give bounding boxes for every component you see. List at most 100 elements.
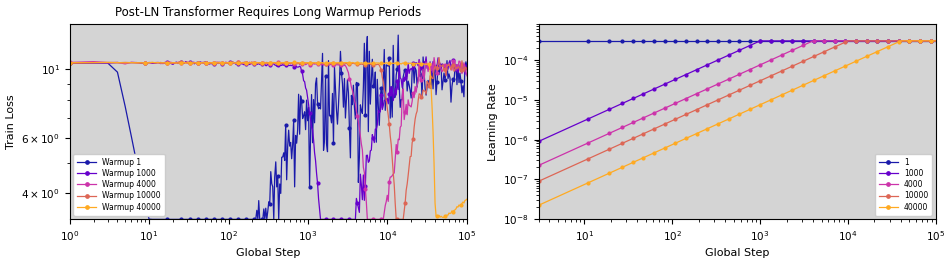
Warmup 1: [64, 61, 75, 64]
Warmup 4000: [377, 218, 388, 221]
10000: [843, 39, 854, 43]
10000: [712, 98, 724, 101]
Warmup 1000: [288, 65, 300, 68]
10000: [603, 148, 614, 151]
Warmup 4000: [461, 74, 473, 77]
Line: 1000: 1000: [537, 40, 938, 143]
10000: [764, 75, 775, 78]
Warmup 10000: [376, 69, 387, 72]
Warmup 4000: [232, 61, 243, 64]
40000: [930, 39, 941, 43]
Warmup 1000: [64, 62, 75, 65]
4000: [881, 39, 892, 43]
1000: [930, 39, 941, 43]
Warmup 1: [393, 34, 404, 37]
10000: [611, 144, 622, 148]
Warmup 4000: [288, 62, 300, 65]
1: [533, 39, 544, 43]
Warmup 1000: [189, 62, 201, 65]
Line: Warmup 40000: Warmup 40000: [68, 61, 468, 219]
X-axis label: Global Step: Global Step: [705, 248, 769, 258]
10000: [704, 102, 715, 105]
4000: [611, 129, 622, 132]
1000: [533, 140, 544, 143]
Warmup 40000: [396, 62, 407, 65]
40000: [611, 168, 622, 172]
40000: [704, 126, 715, 129]
40000: [603, 172, 614, 175]
1: [704, 39, 715, 43]
Legend: Warmup 1, Warmup 1000, Warmup 4000, Warmup 10000, Warmup 40000: Warmup 1, Warmup 1000, Warmup 4000, Warm…: [73, 154, 165, 215]
Line: 40000: 40000: [537, 40, 938, 207]
Warmup 1000: [420, 55, 432, 58]
Warmup 40000: [189, 61, 201, 64]
Warmup 10000: [284, 61, 296, 64]
Warmup 1000: [284, 64, 296, 67]
1000: [766, 39, 777, 43]
Warmup 10000: [288, 61, 300, 64]
Warmup 10000: [396, 218, 407, 221]
1000: [755, 39, 767, 43]
4000: [930, 39, 941, 43]
Warmup 40000: [232, 61, 243, 64]
1: [880, 39, 891, 43]
1000: [611, 105, 622, 108]
Warmup 1000: [315, 218, 326, 221]
4000: [603, 132, 614, 135]
40000: [880, 46, 891, 50]
1: [764, 39, 775, 43]
Warmup 10000: [391, 218, 402, 221]
Y-axis label: Learning Rate: Learning Rate: [488, 83, 497, 161]
40000: [712, 122, 724, 125]
Warmup 4000: [189, 61, 201, 64]
Warmup 1000: [232, 63, 243, 66]
1: [611, 39, 622, 43]
Warmup 40000: [437, 216, 449, 219]
Warmup 1000: [396, 78, 407, 81]
Warmup 10000: [434, 56, 445, 59]
Warmup 1: [289, 185, 301, 188]
Warmup 40000: [377, 62, 388, 65]
Warmup 1: [233, 218, 244, 221]
Warmup 10000: [461, 68, 473, 71]
Warmup 40000: [64, 61, 75, 64]
Warmup 4000: [396, 124, 407, 128]
Warmup 4000: [64, 61, 75, 64]
Warmup 4000: [284, 62, 296, 65]
Title: Post-LN Transformer Requires Long Warmup Periods: Post-LN Transformer Requires Long Warmup…: [115, 6, 421, 18]
4000: [764, 59, 775, 62]
1: [712, 39, 724, 43]
Y-axis label: Train Loss: Train Loss: [6, 94, 15, 149]
Line: Warmup 1: Warmup 1: [68, 34, 468, 221]
1000: [603, 108, 614, 111]
10000: [930, 39, 941, 43]
4000: [533, 164, 544, 167]
1: [930, 39, 941, 43]
40000: [533, 204, 544, 207]
Warmup 4000: [428, 56, 439, 59]
Warmup 10000: [232, 61, 243, 64]
Warmup 40000: [461, 197, 473, 201]
Line: Warmup 4000: Warmup 4000: [68, 56, 468, 221]
Line: 10000: 10000: [537, 40, 938, 183]
Warmup 1: [285, 141, 297, 144]
Warmup 1: [190, 218, 202, 221]
1: [603, 39, 614, 43]
Line: 1: 1: [537, 40, 938, 42]
Line: Warmup 1000: Warmup 1000: [68, 55, 468, 221]
Line: 4000: 4000: [537, 40, 938, 167]
4000: [712, 82, 724, 86]
Warmup 1: [397, 98, 408, 101]
1000: [704, 62, 715, 65]
40000: [764, 99, 775, 102]
Warmup 40000: [285, 62, 297, 65]
40000: [896, 39, 907, 43]
Warmup 1: [461, 65, 473, 68]
1000: [881, 39, 892, 43]
Warmup 40000: [289, 61, 301, 64]
Warmup 1: [377, 106, 388, 109]
Warmup 4000: [361, 218, 373, 221]
Warmup 1: [146, 218, 158, 221]
X-axis label: Global Step: Global Step: [236, 248, 301, 258]
1000: [712, 58, 724, 62]
